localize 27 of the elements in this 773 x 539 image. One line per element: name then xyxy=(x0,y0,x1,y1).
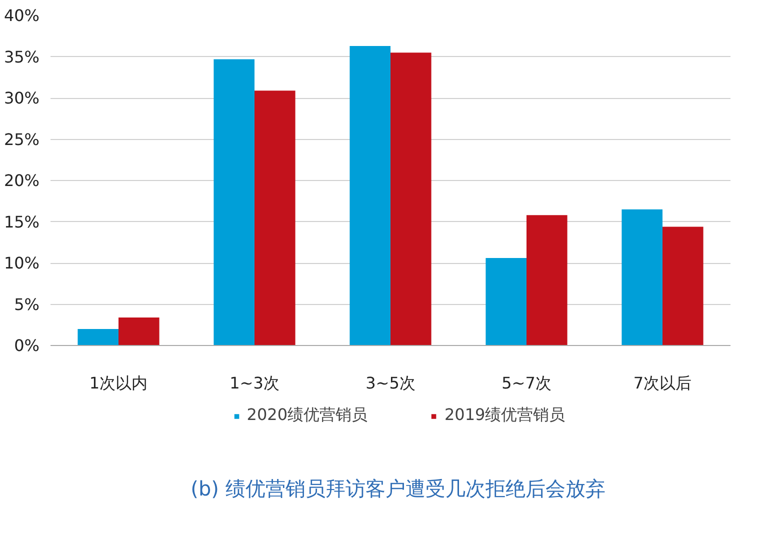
y-tick-label: 0% xyxy=(14,336,40,355)
x-tick-label: 1次以内 xyxy=(89,374,148,392)
bar xyxy=(486,258,526,346)
y-tick-label: 15% xyxy=(4,212,40,232)
x-tick-label: 1~3次 xyxy=(230,374,280,392)
y-tick-label: 20% xyxy=(4,171,40,190)
y-tick-label: 10% xyxy=(4,254,40,272)
legend-label: 2020绩优营销员 xyxy=(246,405,368,426)
bar xyxy=(214,59,254,346)
bar xyxy=(350,46,390,346)
bar xyxy=(118,317,160,346)
bar xyxy=(526,215,568,346)
legend-label: 2019绩优营销员 xyxy=(444,405,566,426)
x-tick-label: 3~5次 xyxy=(366,374,416,392)
y-tick-label: 35% xyxy=(4,47,40,66)
x-tick-label: 5~7次 xyxy=(502,374,552,392)
x-tick-label: 7次以后 xyxy=(633,374,692,392)
y-tick-label: 25% xyxy=(4,130,40,149)
y-tick-label: 40% xyxy=(4,6,40,25)
bar xyxy=(662,226,704,346)
text: (b) 绩优营销员拜访客户遭受几次拒绝后会放弃 xyxy=(190,476,606,500)
bar xyxy=(622,209,662,346)
y-tick-label: 5% xyxy=(14,294,40,314)
bar xyxy=(78,329,118,346)
y-tick-label: 30% xyxy=(4,88,40,108)
bar xyxy=(390,52,432,346)
bar xyxy=(254,90,296,346)
